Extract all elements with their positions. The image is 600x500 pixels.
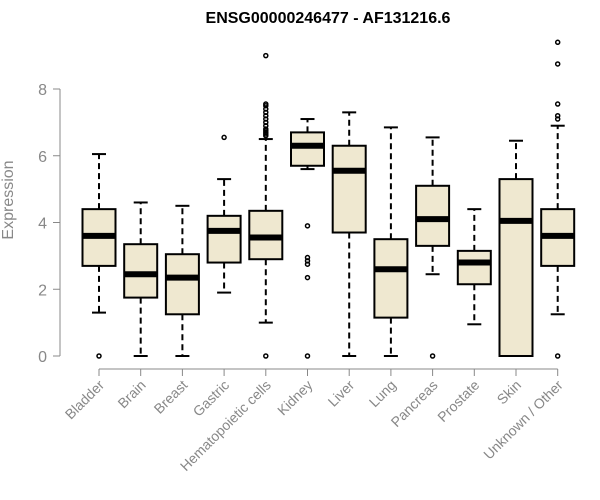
- box-gastric: [206, 134, 242, 294]
- y-tick-label: 0: [38, 349, 47, 366]
- x-tick-label: Prostate: [434, 377, 482, 425]
- x-tick-label: Bladder: [62, 377, 108, 423]
- box-unknown-other: [540, 39, 576, 359]
- x-tick-label: Brain: [114, 377, 148, 411]
- iqr-box: [415, 184, 451, 247]
- iqr-box: [456, 249, 492, 286]
- box-skin: [498, 139, 534, 357]
- outlier-point: [304, 274, 311, 281]
- box-lung: [373, 126, 409, 357]
- outlier-point: [429, 353, 436, 359]
- x-tick-label: Liver: [325, 377, 358, 410]
- box-breast: [164, 204, 200, 357]
- iqr-box: [123, 243, 159, 299]
- x-tick-label: Skin: [494, 377, 525, 408]
- outlier-point: [304, 254, 311, 261]
- x-tick-label: Unknown / Other: [480, 377, 566, 463]
- chart-title: ENSG00000246477 - AF131216.6: [206, 10, 451, 27]
- box-liver: [331, 111, 367, 357]
- outlier-point: [304, 353, 311, 359]
- box-hematopoietic-cells: [248, 52, 284, 359]
- x-tick-label: Lung: [366, 377, 399, 410]
- box-brain: [123, 201, 159, 357]
- box-pancreas: [415, 136, 451, 359]
- iqr-box: [498, 178, 534, 357]
- box-kidney: [290, 118, 325, 359]
- iqr-box: [206, 214, 242, 264]
- outlier-point: [554, 353, 561, 359]
- y-tick-label: 6: [38, 149, 47, 166]
- outlier-point: [554, 61, 561, 67]
- boxes-group: [81, 39, 576, 359]
- y-tick-label: 4: [38, 216, 47, 233]
- outlier-point: [96, 353, 102, 359]
- outlier-point: [554, 101, 561, 107]
- outlier-point: [221, 134, 227, 141]
- box-prostate: [456, 208, 492, 326]
- x-tick-label: Breast: [151, 377, 191, 417]
- box-bladder: [81, 153, 117, 359]
- outlier-point: [263, 353, 269, 359]
- outlier-point: [263, 101, 269, 107]
- outlier-point: [554, 39, 561, 46]
- iqr-box: [290, 131, 325, 167]
- x-tick-label: Kidney: [274, 377, 316, 419]
- iqr-box: [331, 144, 367, 234]
- iqr-box: [373, 238, 409, 319]
- outlier-point: [554, 112, 561, 119]
- y-tick-label: 2: [38, 282, 47, 299]
- y-axis: 0 2 4 6 8: [38, 82, 61, 366]
- y-tick-label: 8: [38, 82, 47, 99]
- outlier-point: [304, 223, 311, 229]
- iqr-box: [164, 253, 200, 316]
- outlier-point: [263, 52, 269, 59]
- y-axis-label: Expression: [0, 160, 17, 239]
